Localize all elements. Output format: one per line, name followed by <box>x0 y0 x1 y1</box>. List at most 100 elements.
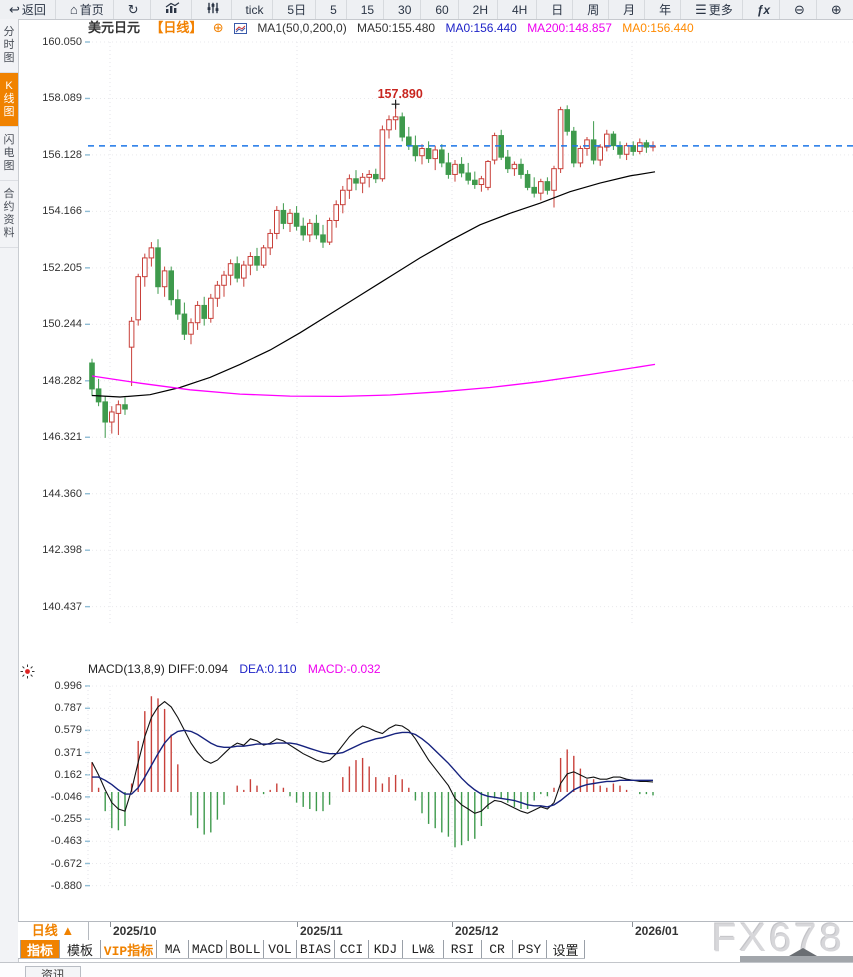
tab-KDJ[interactable]: KDJ <box>369 940 403 958</box>
month-label: 2025/12 <box>455 924 499 938</box>
scroll-up-arrow[interactable] <box>789 948 817 956</box>
toolbar-button-60m[interactable]: 60 <box>426 0 459 19</box>
sidebar-item-闪电图[interactable]: 闪 电 图 <box>0 127 18 181</box>
toolbar-button-chart-type[interactable] <box>156 0 192 19</box>
macd-axis-label: 0.579 <box>54 724 82 737</box>
ma-settings-value: MA1(50,0,200,0) <box>257 21 347 35</box>
toolbar-button-30m[interactable]: 30 <box>389 0 422 19</box>
add-compare-icon[interactable]: ⊕ <box>212 20 224 35</box>
toolbar-button-home[interactable]: ⌂ 首页 <box>61 0 114 19</box>
price-axis-label: 156.128 <box>42 148 82 161</box>
toolbar-button-tick[interactable]: tick <box>236 0 274 19</box>
tab-LW&[interactable]: LW& <box>403 940 444 958</box>
sidebar-item-K线图[interactable]: K 线 图 <box>0 73 18 127</box>
toolbar-button-zoom-out[interactable]: ⊖ <box>785 0 817 19</box>
indicator-tab-bar: 指标 模板 VIP指标 MA MACD BOLL VOL BIAS CCI KDJ LW& RSI CR… <box>18 940 585 959</box>
toolbar-button-back[interactable]: ↩ 返回 <box>0 0 56 19</box>
tab-MA[interactable]: MA <box>157 940 189 958</box>
macd-value: MACD:-0.032 <box>307 662 381 676</box>
symbol-name: 美元日元 <box>88 20 141 35</box>
x-axis-row: 日线 ▲ 2025/10 2025/11 2025/12 2026/01 <box>18 921 853 941</box>
toolbar-button-2h[interactable]: 2H <box>464 0 498 19</box>
indicator-sliders-icon <box>206 1 220 19</box>
tab-模板[interactable]: 模板 <box>60 940 101 959</box>
month-tick <box>297 922 298 927</box>
price-axis-label: 152.205 <box>42 261 82 274</box>
macd-axis-label: 0.162 <box>54 768 82 781</box>
macd-axis-label: -0.463 <box>50 835 82 848</box>
month-tick <box>452 922 453 927</box>
tab-设置[interactable]: 设置 <box>547 940 585 959</box>
dea-value: DEA:0.110 <box>239 662 297 676</box>
period-label: 【日线】 <box>150 20 203 35</box>
toolbar-button-indicator-sliders[interactable] <box>197 0 232 19</box>
toolbar-button-more[interactable]: ☰ 更多 <box>686 0 743 19</box>
tab-VOL[interactable]: VOL <box>264 940 297 958</box>
news-tab[interactable]: 资讯 <box>25 966 81 977</box>
ma-chart-icon <box>233 22 247 39</box>
tab-PSY[interactable]: PSY <box>513 940 547 958</box>
sidebar-item-分时图[interactable]: 分 时 图 <box>0 19 18 73</box>
toolbar-button-week[interactable]: 周 <box>578 0 610 19</box>
month-label: 2025/10 <box>113 924 157 938</box>
more-icon: ☰ <box>695 1 707 17</box>
month-label: 2025/11 <box>300 924 343 938</box>
zoom-in-icon: ⊕ <box>830 1 842 17</box>
macd-params-and-diff: MACD(13,8,9) DIFF:0.094 <box>88 662 229 676</box>
macd-axis-label: 0.371 <box>54 746 82 759</box>
macd-axis-label: -0.672 <box>50 857 82 870</box>
ma0-blue-value: MA0:156.440 <box>445 21 517 35</box>
price-axis-label: 158.089 <box>42 92 82 105</box>
tab-MACD[interactable]: MACD <box>189 940 227 958</box>
back-icon: ↩ <box>9 1 20 17</box>
refresh-icon: ↻ <box>127 1 139 17</box>
macd-axis-label: -0.046 <box>50 790 82 803</box>
macd-axis-label: 0.996 <box>54 680 82 693</box>
horizontal-scrollbar[interactable] <box>740 956 853 963</box>
toolbar-button-fx-functions[interactable]: ƒx <box>748 0 781 19</box>
peak-price-annotation: 157.890 <box>378 87 423 101</box>
ma50-value: MA50:155.480 <box>357 21 436 35</box>
tab-CR[interactable]: CR <box>482 940 513 958</box>
candlestick-chart-canvas[interactable]: 157.890 <box>0 36 853 922</box>
tab-指标[interactable]: 指标 <box>20 940 60 959</box>
price-axis-label: 146.321 <box>42 431 82 444</box>
ma200-value: MA200:148.857 <box>527 21 612 35</box>
tab-BOLL[interactable]: BOLL <box>227 940 264 958</box>
ma0-orange-value: MA0:156.440 <box>622 21 694 35</box>
chart-type-icon <box>165 1 180 19</box>
fx678-watermark: FX678 <box>712 916 845 960</box>
price-axis-label: 148.282 <box>42 374 82 387</box>
home-icon: ⌂ <box>69 1 78 17</box>
tab-VIP指标[interactable]: VIP指标 <box>101 940 157 959</box>
price-axis-label: 154.166 <box>42 205 82 218</box>
tab-CCI[interactable]: CCI <box>335 940 369 958</box>
macd-axis-label: -0.255 <box>50 813 82 826</box>
top-toolbar: ↩ 返回 ⌂ 首页 ↻ tick 5日 5 15 30 60 2H 4H 日周月年 ☰ 更多 ƒx ⊖ ⊕ <box>0 0 853 20</box>
toolbar-button-15m[interactable]: 15 <box>352 0 385 19</box>
price-axis-label: 150.244 <box>42 318 82 331</box>
toolbar-button-5d[interactable]: 5日 <box>278 0 317 19</box>
price-axis-label: 144.360 <box>42 487 82 500</box>
tab-RSI[interactable]: RSI <box>444 940 482 958</box>
bottom-news-bar: 资讯 <box>0 962 853 977</box>
price-axis-label: 140.437 <box>42 600 82 613</box>
month-tick <box>110 922 111 927</box>
indicator-settings-icon[interactable] <box>20 664 35 679</box>
toolbar-button-day[interactable]: 日 <box>542 0 574 19</box>
sidebar-item-合约资料[interactable]: 合 约 资 料 <box>0 181 18 248</box>
toolbar-button-refresh[interactable]: ↻ <box>119 0 151 19</box>
chart-title-bar: 美元日元 【日线】 ⊕ MA1(50,0,200,0) MA50:155.480… <box>88 19 701 36</box>
price-axis-label: 160.050 <box>42 36 82 48</box>
toolbar-button-month[interactable]: 月 <box>614 0 646 19</box>
tab-BIAS[interactable]: BIAS <box>297 940 335 958</box>
toolbar-button-year[interactable]: 年 <box>650 0 682 19</box>
zoom-out-icon: ⊖ <box>794 1 805 17</box>
toolbar-button-5m[interactable]: 5 <box>321 0 347 19</box>
period-selector[interactable]: 日线 ▲ <box>18 922 89 940</box>
price-axis-label: 142.398 <box>42 544 82 557</box>
toolbar-button-zoom-in[interactable]: ⊕ <box>822 0 853 19</box>
toolbar-button-4h[interactable]: 4H <box>503 0 538 19</box>
macd-axis-label: -0.880 <box>50 879 82 892</box>
